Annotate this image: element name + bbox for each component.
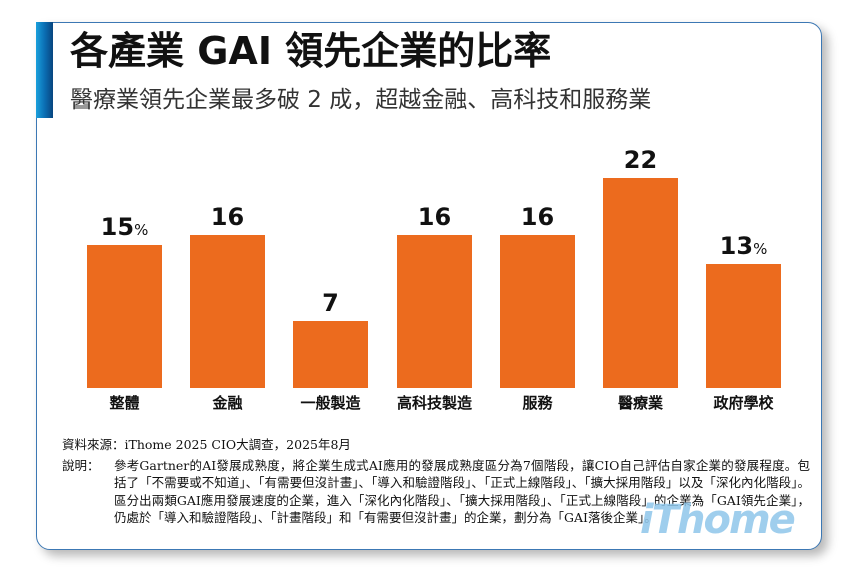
bar-value-label: 13% bbox=[719, 232, 768, 260]
bar-6 bbox=[603, 178, 678, 388]
category-label: 政府學校 bbox=[713, 394, 774, 412]
note-label: 說明： bbox=[62, 458, 100, 473]
note-body: 參考Gartner的AI發展成熟度，將企業生成式AI應用的發展成熟度區分為7個階… bbox=[114, 458, 810, 526]
chart-title: 各產業 GAI 領先企業的比率 bbox=[70, 29, 552, 73]
bar-7 bbox=[706, 264, 781, 388]
bar-3 bbox=[293, 321, 368, 388]
bar-2 bbox=[190, 235, 265, 388]
explanation-note: 說明： 參考Gartner的AI發展成熟度，將企業生成式AI應用的發展成熟度區分… bbox=[62, 457, 810, 527]
bar-5 bbox=[500, 235, 575, 388]
category-label: 整體 bbox=[109, 394, 140, 412]
category-label: 高科技製造 bbox=[396, 394, 472, 412]
bar-value-label: 7 bbox=[322, 289, 339, 317]
bar-value-label: 15% bbox=[100, 213, 149, 241]
ithome-watermark-logo: iThome bbox=[640, 497, 796, 543]
blue-accent-bar bbox=[36, 22, 53, 118]
category-label: 一般製造 bbox=[300, 394, 361, 412]
bar-4 bbox=[397, 235, 472, 388]
category-label: 金融 bbox=[212, 394, 243, 412]
bar-value-label: 16 bbox=[417, 203, 452, 231]
data-source: 資料來源：iThome 2025 CIO大調查，2025年8月 bbox=[62, 437, 351, 452]
chart-subtitle: 醫療業領先企業最多破 2 成，超越金融、高科技和服務業 bbox=[70, 87, 652, 113]
category-label: 醫療業 bbox=[617, 394, 663, 412]
bar-1 bbox=[87, 245, 162, 388]
bar-value-label: 16 bbox=[520, 203, 555, 231]
bar-value-label: 16 bbox=[210, 203, 245, 231]
category-label: 服務 bbox=[522, 394, 553, 412]
bar-value-label: 22 bbox=[623, 146, 658, 174]
